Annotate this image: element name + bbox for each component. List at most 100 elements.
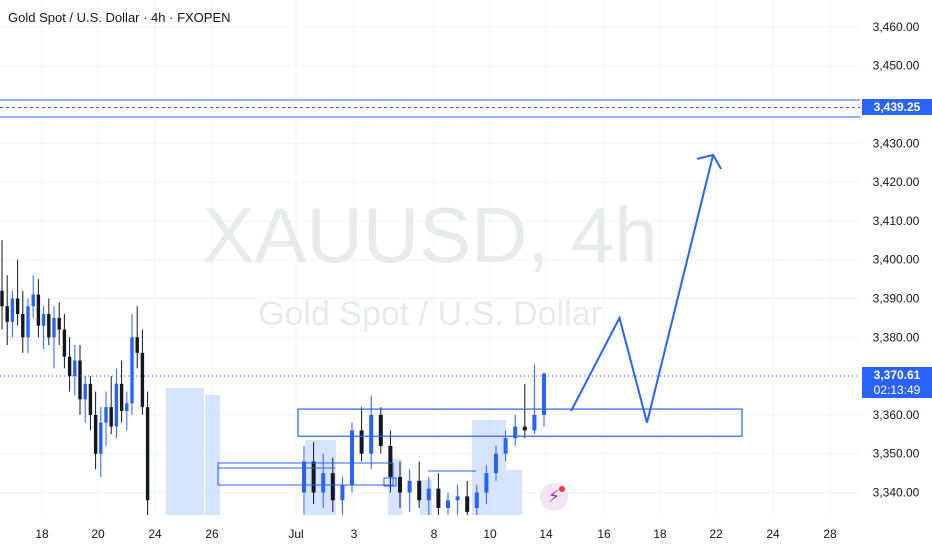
y-tick-label: 3,410.00 — [873, 214, 920, 228]
candle-body — [130, 337, 134, 404]
candle-body — [369, 414, 374, 454]
candles — [0, 240, 546, 515]
x-tick-label: 8 — [431, 527, 438, 541]
y-tick-label: 3,400.00 — [873, 253, 920, 267]
bar-countdown: 02:13:49 — [862, 383, 932, 398]
candle-body — [474, 492, 479, 509]
x-tick-label: 22 — [709, 527, 723, 541]
x-tick-label: Jul — [288, 527, 303, 541]
candle-body — [36, 294, 41, 326]
x-tick-label: 14 — [539, 527, 553, 541]
small-box — [383, 477, 397, 487]
y-tick-label: 3,380.00 — [873, 330, 920, 344]
candle-body — [0, 290, 4, 307]
price-axis: 3,340.003,350.003,360.003,370.003,380.00… — [873, 20, 920, 500]
shaded-zone — [205, 395, 220, 515]
drawings — [0, 99, 860, 487]
candle-body — [522, 426, 527, 431]
watermark-symbol: XAUUSD, 4h — [202, 191, 657, 279]
y-tick-label: 3,360.00 — [873, 408, 920, 422]
candle-body — [31, 294, 35, 307]
projection-arrowhead — [696, 153, 722, 170]
candle-body — [57, 317, 61, 330]
candle-body — [436, 488, 441, 509]
candle-body — [378, 414, 383, 446]
x-tick-label: 26 — [205, 527, 219, 541]
candle-body — [484, 473, 489, 493]
y-tick-label: 3,390.00 — [873, 292, 920, 306]
candle-body — [407, 480, 412, 493]
candle-body — [446, 500, 450, 509]
candle-body — [125, 403, 129, 412]
x-tick-label: 18 — [653, 527, 667, 541]
candle-body — [73, 360, 77, 377]
candle-body — [455, 496, 460, 501]
candle-body — [10, 298, 15, 322]
watermark-name: Gold Spot / U.S. Dollar — [258, 295, 602, 333]
x-tick-label: 16 — [597, 527, 611, 541]
time-axis: 18 20 24 26 Jul 3 8 10 14 16 18 22 24 28 — [35, 527, 837, 541]
demand-zone-box — [297, 408, 743, 437]
candle-body — [47, 314, 51, 338]
candle-body — [41, 314, 46, 326]
candle-body — [359, 430, 364, 454]
grid — [0, 0, 860, 515]
candle-body — [542, 373, 546, 415]
x-tick-label: 3 — [351, 527, 358, 541]
candle-body — [62, 329, 67, 357]
candle-body — [114, 383, 119, 427]
candle-body — [109, 407, 113, 427]
candle-body — [503, 438, 508, 454]
y-tick-label: 3,350.00 — [873, 447, 920, 461]
candle-body — [93, 414, 98, 454]
candle-body — [26, 306, 30, 338]
candle-body — [465, 496, 470, 512]
range-box — [217, 462, 394, 486]
x-tick-label: 28 — [823, 527, 837, 541]
x-tick-label: 18 — [35, 527, 49, 541]
y-tick-label: 3,420.00 — [873, 175, 920, 189]
y-tick-label: 3,430.00 — [873, 136, 920, 150]
y-tick-label: 3,450.00 — [873, 59, 920, 73]
projection-path — [570, 154, 715, 423]
candle-body — [99, 422, 103, 454]
candle-body — [119, 383, 124, 412]
y-tick-label: 3,340.00 — [873, 486, 920, 500]
candle-body — [88, 383, 93, 415]
candle-body — [67, 356, 72, 377]
candle-body — [78, 360, 82, 400]
current-price-label: 3,370.61 — [862, 367, 932, 383]
candle-body — [83, 383, 87, 400]
candle-body — [398, 476, 402, 493]
candle-body — [426, 488, 431, 501]
candle-body — [513, 426, 518, 439]
lightning-icon[interactable]: ⚡ — [540, 483, 568, 511]
alert-dot — [559, 486, 565, 492]
candle-body — [388, 445, 393, 477]
candle-body — [104, 407, 108, 423]
candle-body — [145, 407, 150, 501]
x-tick-label: 10 — [483, 527, 497, 541]
candle-body — [52, 317, 56, 338]
shaded-zone — [166, 388, 204, 515]
candle-body — [21, 314, 25, 338]
candle-body — [340, 484, 345, 501]
candle-body — [321, 473, 326, 493]
symbol-title[interactable]: Gold Spot / U.S. Dollar · 4h · FXOPEN — [8, 10, 231, 25]
x-tick-label: 20 — [91, 527, 105, 541]
candle-body — [494, 453, 498, 474]
candle-body — [135, 337, 139, 353]
x-tick-label: 24 — [766, 527, 780, 541]
candle-body — [417, 480, 422, 501]
candle-body — [532, 414, 537, 431]
shaded-zone — [506, 470, 522, 515]
target-price-label: 3,439.25 — [862, 99, 932, 115]
candle-body — [15, 298, 20, 315]
candle-body — [311, 461, 316, 493]
candle-body — [330, 473, 335, 501]
candle-body — [350, 430, 354, 485]
candle-body — [302, 461, 306, 493]
x-tick-label: 24 — [148, 527, 162, 541]
